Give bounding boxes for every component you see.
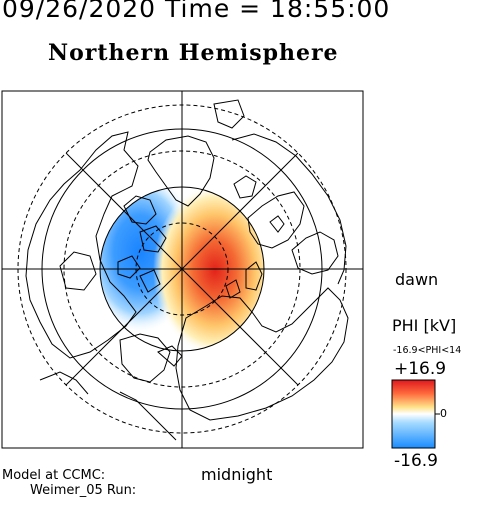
meridian-lines [2,91,363,448]
coastline-novaya-zemlya [225,261,263,299]
meridian-diagonal-2 [65,152,299,386]
coastline-svalbard [233,175,285,233]
colorbar-title: PHI [kV] [392,316,457,335]
midnight-label: midnight [201,465,273,484]
coastline-bering [39,345,183,441]
model-footer-line: Model at CCMC: [2,468,106,483]
datetime-header: 09/26/2020 Time = 18:55:00 [2,0,391,23]
colorbar-gradient [391,379,436,449]
colorbar-min-label: -16.9 [394,451,438,471]
colorbar-max-label: +16.9 [394,359,447,379]
colorbar-zero-label: 0 [440,407,447,420]
colorbar [391,379,440,449]
coastline-scandinavia [247,191,339,275]
colorbar-range-text: -16.9<PHI<14 [393,345,462,356]
plot-frame [1,90,364,449]
coastline-europe-asia [213,99,347,285]
coastline-north-america [25,131,139,359]
coastline-greenland [147,135,215,207]
coastline-alaska [119,333,171,383]
hemisphere-title: Northern Hemisphere [48,40,339,66]
dawn-label: dawn [395,270,439,289]
positive-potential-cell [153,187,264,351]
coastline-hudson-bay [59,251,97,291]
run-footer-line: Weimer_05 Run: [30,483,137,498]
coastline-canadian-islands [117,195,167,293]
